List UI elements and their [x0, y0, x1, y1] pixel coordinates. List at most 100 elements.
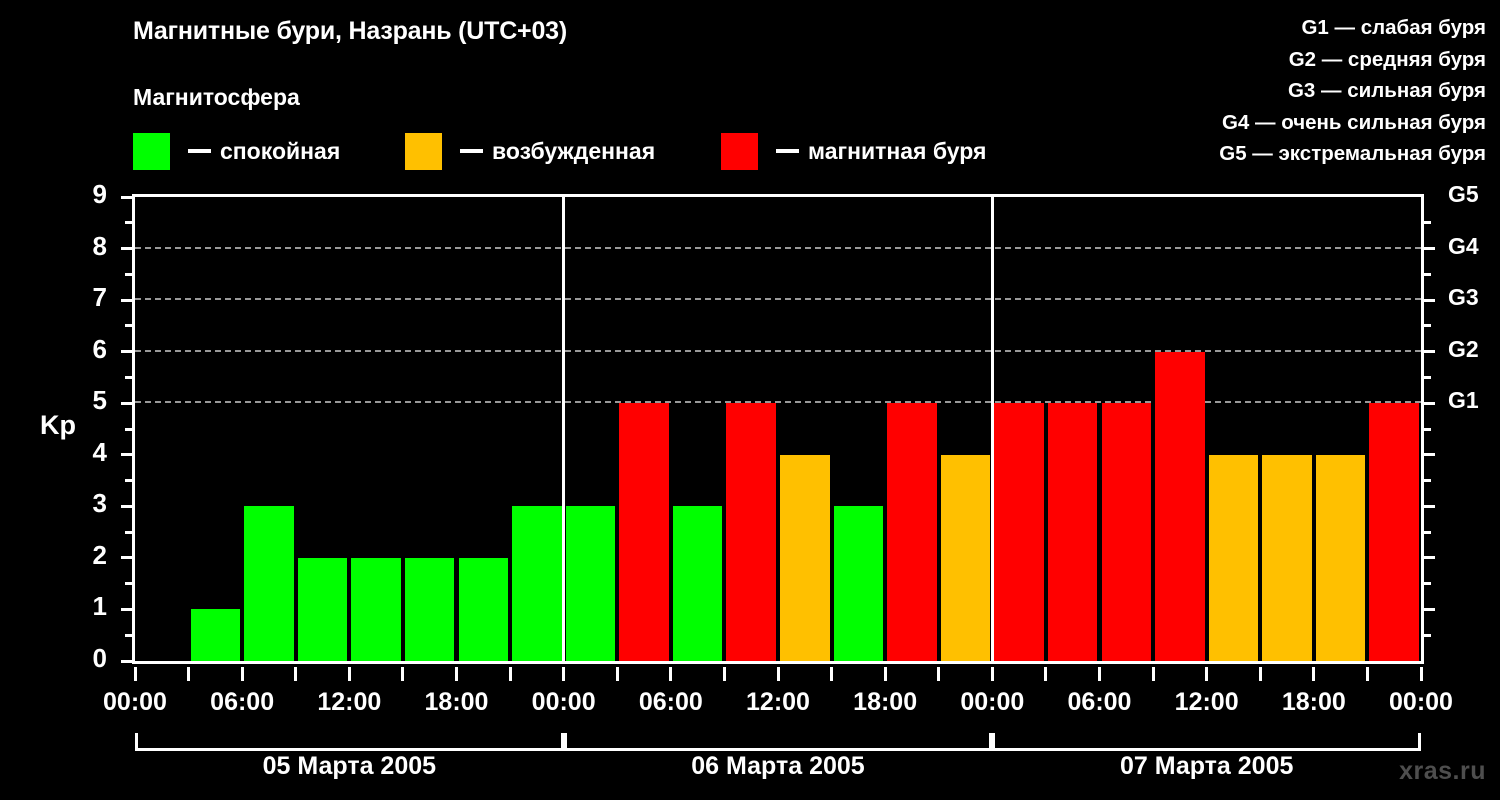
g-axis-label-G5: G5 [1448, 181, 1479, 207]
y-axis-label-8: 8 [92, 230, 107, 261]
y-axis-label-2: 2 [92, 539, 107, 570]
g-axis-minor-tick [1421, 221, 1431, 225]
x-axis-label-11: 18:00 [1281, 688, 1346, 716]
x-axis-tick [776, 667, 780, 681]
bar [940, 454, 991, 661]
g-scale-line-5: G5 — экстремальная буря [1219, 142, 1486, 165]
bar [994, 403, 1044, 661]
g-scale-line-1: G1 — слабая буря [1301, 16, 1486, 39]
bar [512, 506, 562, 661]
y-axis-tick-1 [121, 607, 135, 611]
g-scale-line-4: G4 — очень сильная буря [1221, 110, 1486, 134]
legend-dash-icon [460, 149, 483, 153]
g-scale-legend: G1 — слабая буря G2 — средняя буря G3 — си… [1066, 12, 1486, 170]
day-label-1: 05 Марта 2005 [262, 752, 437, 780]
y-axis-label-7: 7 [92, 282, 107, 313]
day-label-3: 07 Марта 2005 [1119, 752, 1294, 780]
legend-label-calm: спокойная [220, 137, 341, 164]
g-axis-minor-tick [1421, 272, 1431, 276]
x-axis-tick [615, 667, 619, 681]
bar [351, 557, 401, 661]
x-axis-label-10: 12:00 [1174, 688, 1239, 716]
x-axis-label-4: 00:00 [531, 688, 596, 716]
watermark: xras.ru [1399, 757, 1486, 785]
x-axis-tick [1365, 667, 1369, 681]
bar [619, 403, 669, 661]
bar [1262, 454, 1312, 661]
x-axis-tick [455, 667, 458, 681]
legend-label-unsettled: возбужденная [492, 137, 656, 164]
y-axis-label-4: 4 [92, 436, 107, 467]
x-axis-tick [883, 667, 887, 681]
y-axis-label-5: 5 [92, 385, 107, 416]
g-axis-label-G3: G3 [1448, 284, 1479, 311]
g-axis-tick [1421, 247, 1435, 251]
x-axis-tick [1044, 667, 1048, 681]
bar [565, 506, 616, 661]
x-axis-label-0: 00:00 [103, 688, 167, 716]
x-axis-tick [133, 667, 137, 681]
y-axis-minor-tick [125, 582, 135, 586]
x-axis-tick [830, 667, 834, 681]
y-axis-tick-2 [121, 556, 135, 560]
legend-label-storm: магнитная буря [808, 137, 987, 164]
x-axis-label-8: 00:00 [960, 688, 1025, 716]
x-axis-label-5: 06:00 [638, 688, 703, 716]
bar [404, 557, 455, 661]
y-axis-tick-5 [121, 401, 135, 405]
g-axis-minor-tick [1421, 479, 1431, 483]
x-axis-tick [240, 667, 244, 681]
x-axis-tick [669, 667, 673, 681]
y-axis-tick-4 [121, 453, 135, 457]
y-axis-minor-tick [125, 427, 135, 431]
g-axis-label-G2: G2 [1448, 335, 1479, 362]
x-axis-tick [1258, 667, 1262, 681]
bar [1208, 454, 1259, 661]
g-axis-minor-tick [1421, 427, 1431, 431]
y-axis-minor-tick [125, 272, 135, 276]
y-axis-tick-3 [121, 504, 135, 508]
g-scale-line-2: G2 — средняя буря [1288, 47, 1486, 71]
g-axis-minor-tick [1421, 582, 1431, 586]
bar [887, 403, 937, 661]
x-axis-tick [937, 667, 941, 681]
gridline-kp-6 [135, 349, 1421, 352]
bar [1315, 454, 1366, 661]
g-axis-minor-tick [1421, 633, 1431, 637]
bar [1047, 403, 1098, 661]
plot-area [132, 194, 1424, 664]
y-axis-minor-tick [125, 221, 135, 225]
y-axis-tick-0 [121, 659, 135, 663]
x-axis-tick [187, 667, 191, 681]
x-axis-label-6: 12:00 [746, 688, 810, 716]
bar [297, 557, 348, 661]
bar [190, 609, 241, 661]
day-label-2: 06 Марта 2005 [691, 752, 865, 780]
legend-dash-icon [776, 149, 799, 153]
bar [833, 506, 884, 661]
x-axis-tick [1098, 667, 1101, 681]
x-axis-label-9: 06:00 [1067, 688, 1132, 716]
x-axis-tick [1151, 667, 1155, 681]
bar [1369, 403, 1419, 661]
bar [1101, 403, 1152, 661]
x-axis-label-2: 12:00 [317, 688, 382, 716]
legend-item-storm: магнитная буря [721, 131, 986, 171]
g-axis-label-G1: G1 [1448, 387, 1479, 414]
day-bracket-3 [992, 733, 1421, 751]
bar [780, 454, 830, 661]
g-axis-minor-tick [1421, 530, 1431, 534]
y-axis-minor-tick [125, 530, 135, 534]
day-bracket-1 [135, 733, 564, 751]
x-axis-tick [508, 667, 512, 681]
x-axis-label-12: 00:00 [1389, 688, 1453, 716]
g-axis-label-G4: G4 [1448, 232, 1479, 259]
y-axis-tick-9 [121, 195, 135, 199]
bar [458, 557, 509, 661]
day-bracket-2 [563, 733, 993, 751]
g-axis-tick [1421, 504, 1435, 508]
unsettled-swatch [405, 132, 442, 170]
day-separator [562, 197, 566, 661]
chart-subtitle: Магнитосфера [133, 84, 300, 110]
